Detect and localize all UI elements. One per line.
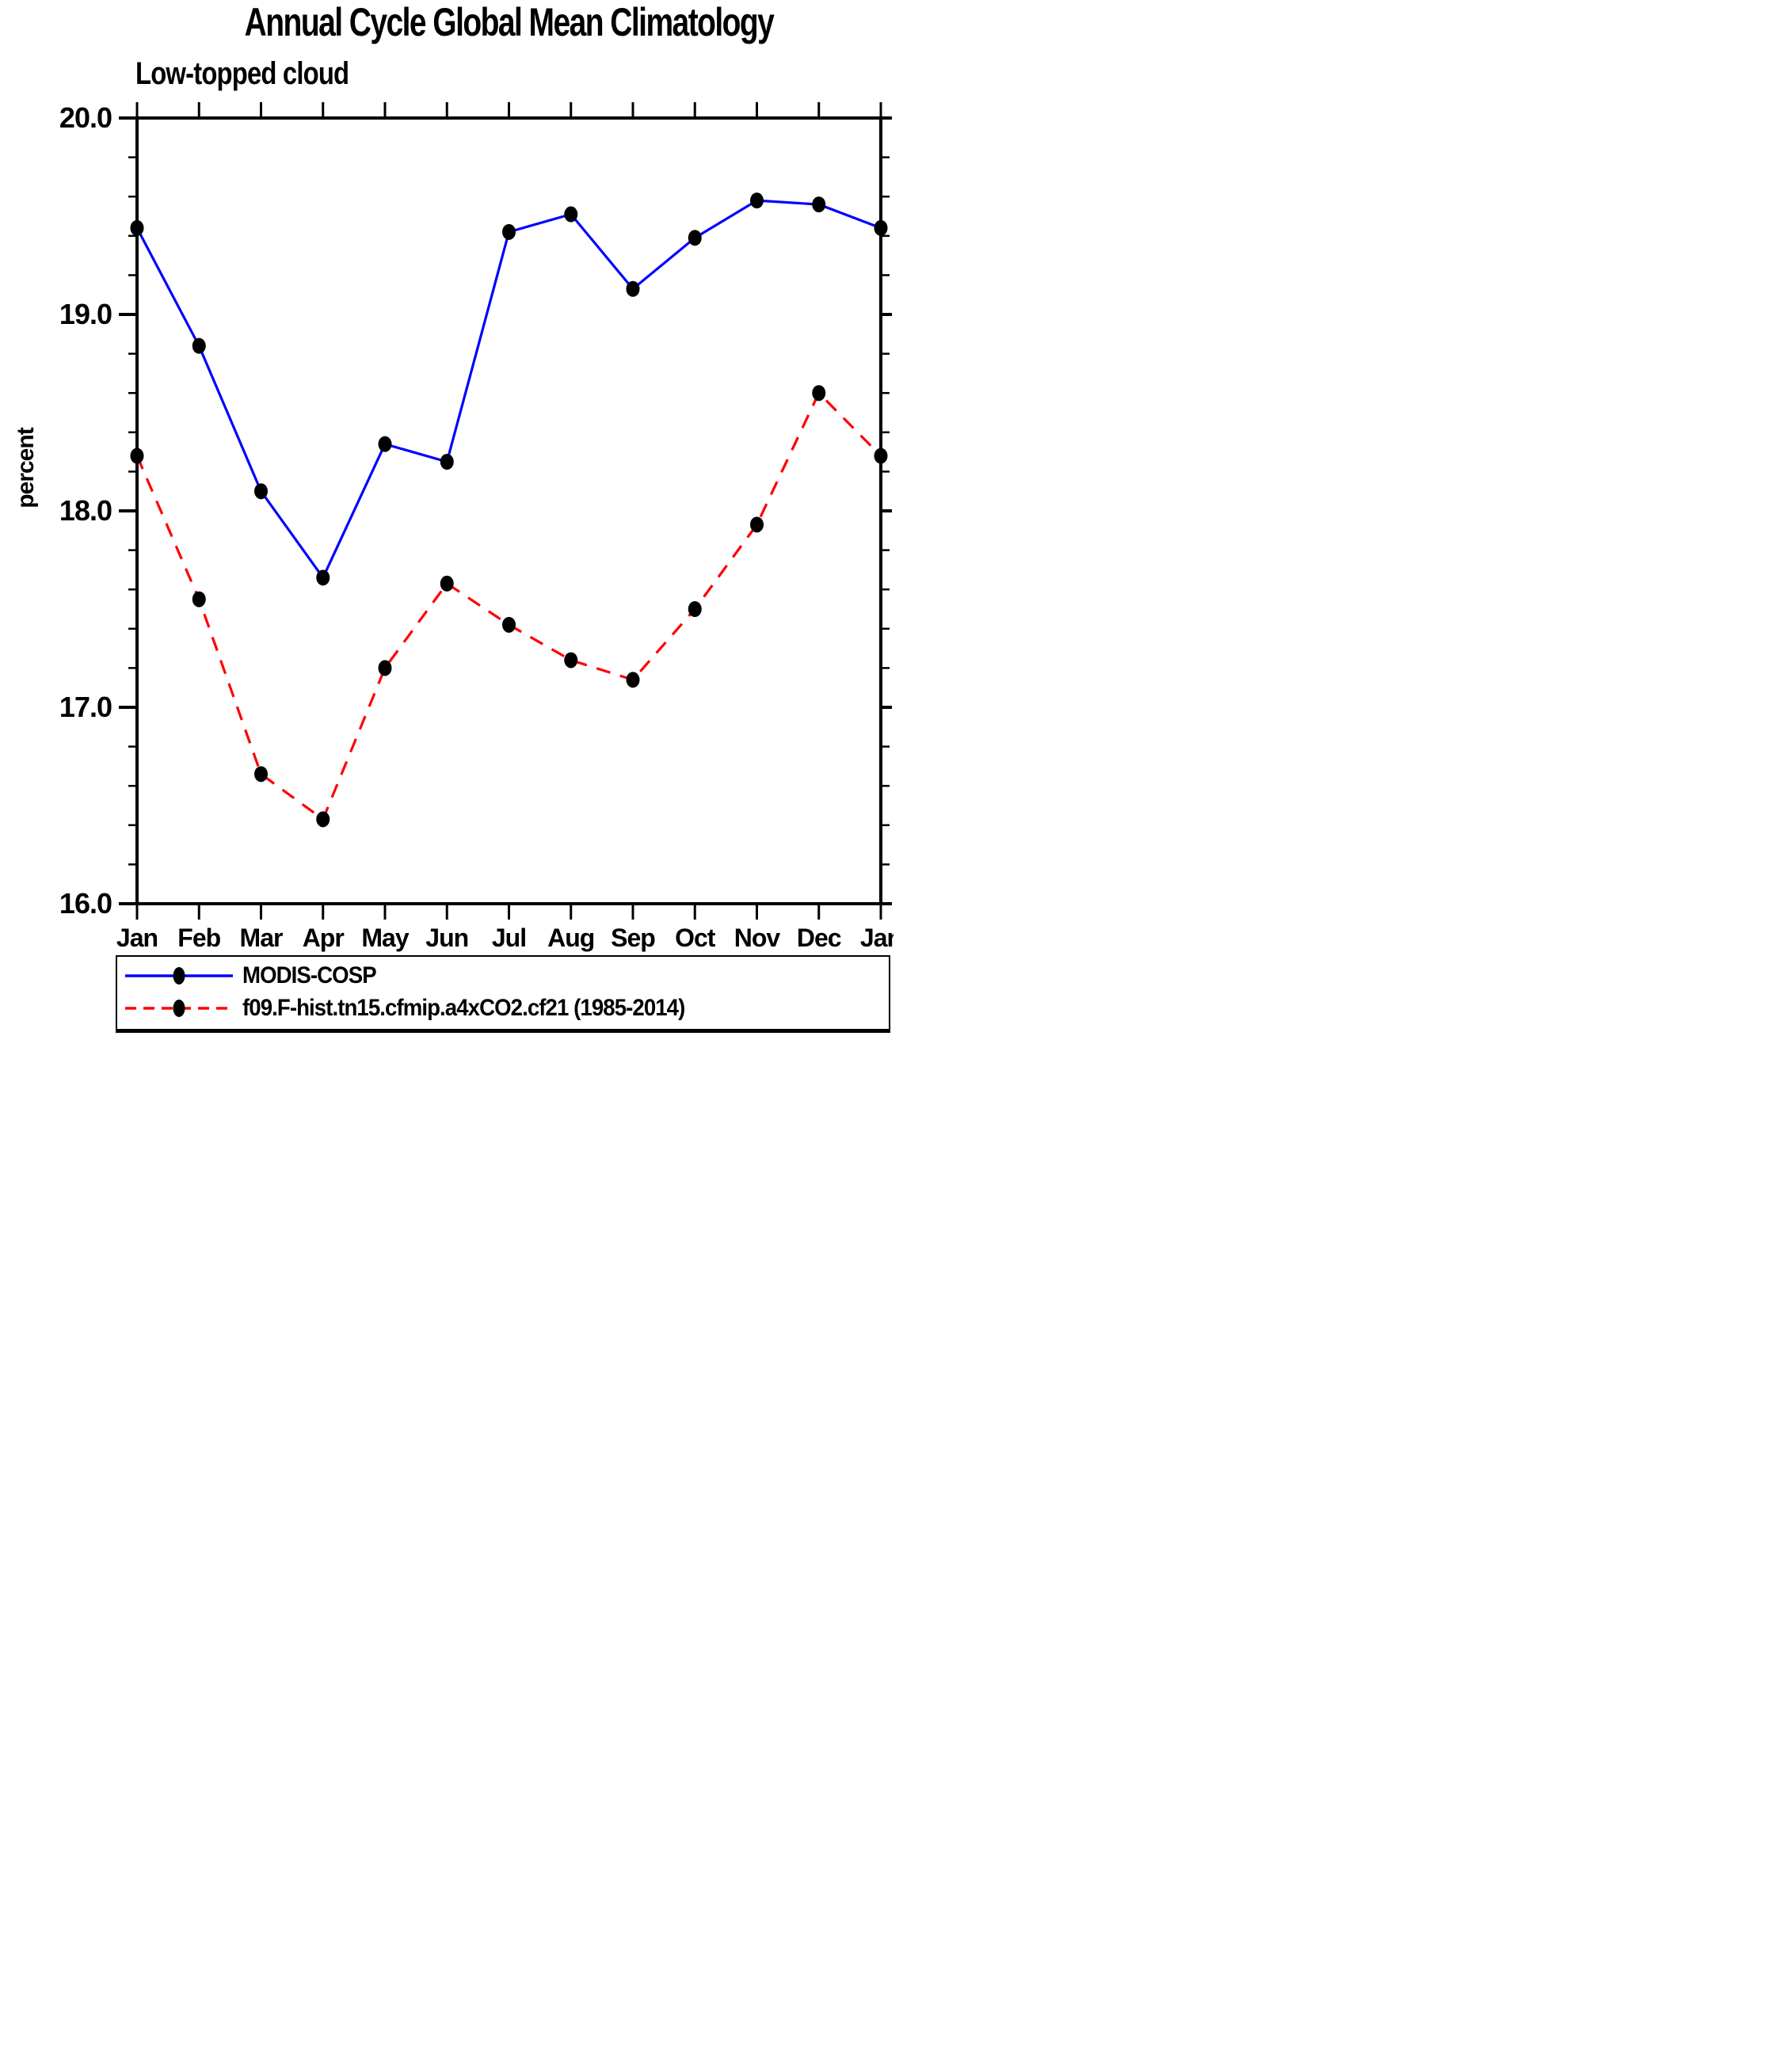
- svg-text:Aug: Aug: [547, 924, 594, 952]
- legend-label-model: f09.F-hist.tn15.cfmip.a4xCO2.cf21 (1985-…: [242, 994, 685, 1021]
- plot-area: Jan Feb Mar Apr May Jun Jul Aug Sep Oct Nov Dec Jan 2…: [59, 101, 894, 952]
- svg-text:Jun: Jun: [425, 924, 468, 952]
- legend-label-modis: MODIS-COSP: [242, 962, 377, 989]
- legend-line-sample-model-icon: [125, 999, 233, 1017]
- svg-text:17.0: 17.0: [59, 691, 112, 723]
- legend-item-model: f09.F-hist.tn15.cfmip.a4xCO2.cf21 (1985-…: [124, 992, 886, 1024]
- svg-text:Feb: Feb: [177, 924, 220, 952]
- svg-text:20.0: 20.0: [59, 101, 112, 134]
- chart-title: Annual Cycle Global Mean Climatology: [244, 0, 775, 44]
- svg-text:Nov: Nov: [734, 924, 781, 952]
- legend-line-sample-modis-icon: [125, 967, 233, 985]
- svg-text:Mar: Mar: [240, 924, 283, 952]
- svg-text:19.0: 19.0: [59, 298, 112, 330]
- chart-subtitle: Low-topped cloud: [135, 56, 349, 91]
- legend-item-modis: MODIS-COSP: [124, 960, 886, 992]
- svg-text:16.0: 16.0: [59, 887, 112, 920]
- climatology-chart: Annual Cycle Global Mean Climatology Low…: [0, 0, 894, 1036]
- svg-text:Dec: Dec: [797, 924, 841, 952]
- svg-text:18.0: 18.0: [59, 494, 112, 527]
- svg-text:Apr: Apr: [303, 924, 345, 952]
- legend-box: MODIS-COSP f09.F-hist.tn15.cfmip.a4xCO2.…: [116, 955, 890, 1033]
- svg-text:Jul: Jul: [492, 924, 526, 952]
- svg-text:Oct: Oct: [675, 924, 716, 952]
- svg-text:Sep: Sep: [611, 924, 655, 952]
- svg-text:Jan: Jan: [860, 924, 894, 952]
- svg-text:Jan: Jan: [116, 924, 158, 952]
- svg-text:May: May: [361, 924, 409, 952]
